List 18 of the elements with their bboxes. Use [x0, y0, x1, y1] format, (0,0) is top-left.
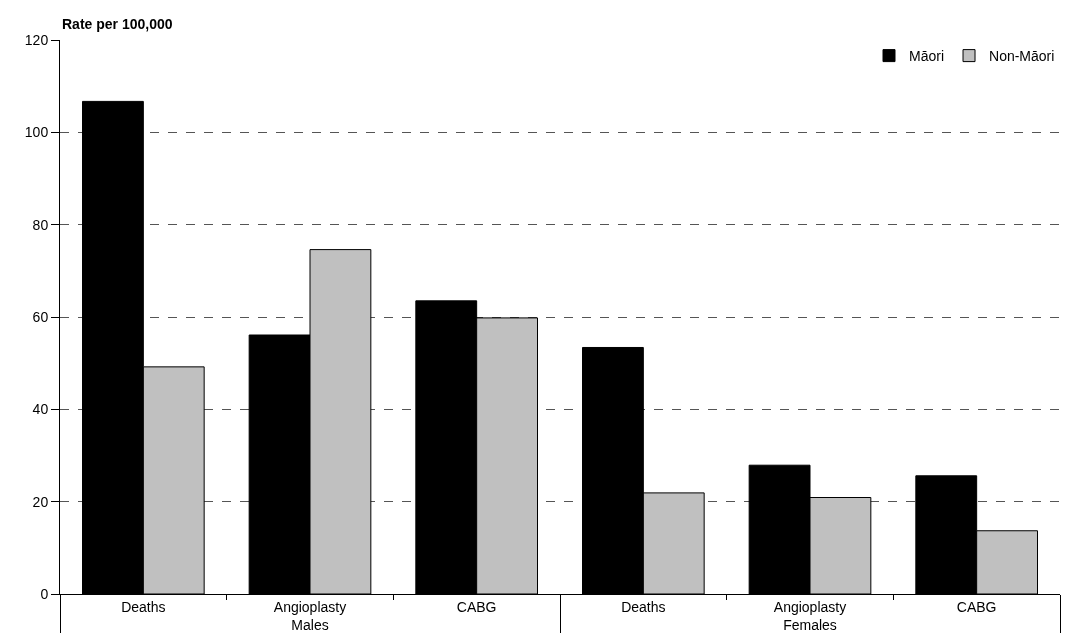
y-tick-label: 0 [40, 585, 49, 602]
x-tick-label: Angioplasty [773, 598, 847, 615]
y-tick-label: 80 [32, 216, 49, 233]
y-tick-label: 20 [32, 493, 49, 510]
x-tick-label: Angioplasty [273, 598, 347, 615]
x-tick-label: CABG [956, 598, 997, 615]
x-tick-label: Deaths [621, 598, 666, 615]
y-axis-title: Rate per 100,000 [62, 16, 173, 32]
x-tick-label: CABG [456, 598, 497, 615]
x-tick-label: Deaths [121, 598, 166, 615]
y-tick-label: 120 [24, 31, 49, 48]
y-tick-label: 100 [24, 124, 49, 141]
legend-label: Māori [909, 48, 945, 65]
legend-label: Non-Māori [989, 48, 1055, 65]
y-tick-label: 60 [32, 308, 49, 325]
text: Males [291, 616, 329, 633]
text: Females [783, 616, 837, 633]
y-tick-label: 40 [32, 401, 49, 418]
